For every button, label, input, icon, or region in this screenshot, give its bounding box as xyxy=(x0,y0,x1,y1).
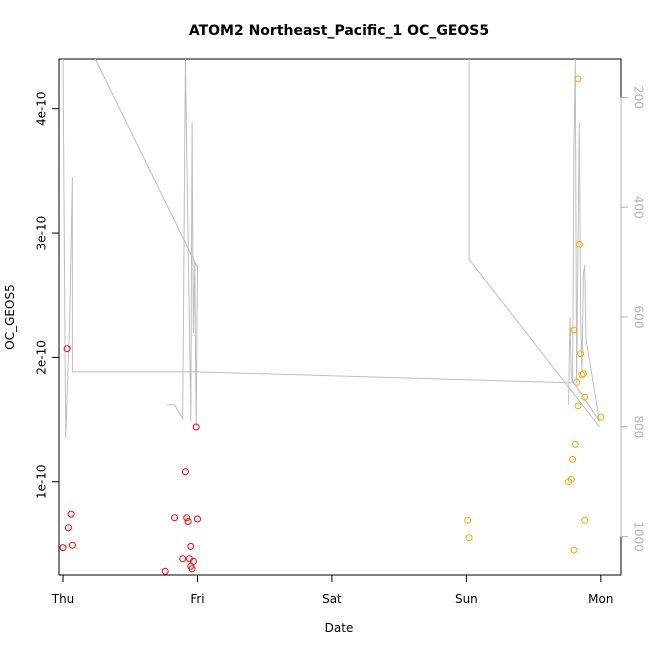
x-tick-label: Mon xyxy=(588,592,613,606)
data-point xyxy=(570,546,578,554)
x-tick-label: Thu xyxy=(51,592,75,606)
data-point xyxy=(188,565,196,573)
data-point xyxy=(171,514,179,522)
data-point xyxy=(184,518,192,525)
right-axis: 200 400 600 800 1000 xyxy=(620,86,646,552)
data-point xyxy=(569,455,577,463)
data-point xyxy=(464,516,472,524)
x-tick-label: Sat xyxy=(322,592,342,606)
x-axis: Thu Fri Sat Sun Mon xyxy=(51,574,613,606)
data-point xyxy=(63,345,71,353)
data-point xyxy=(59,544,67,552)
y-axis-label: OC_GEOS5 xyxy=(3,284,17,349)
right-tick-label: 600 xyxy=(632,306,646,329)
data-point xyxy=(574,402,582,410)
data-point xyxy=(181,468,189,476)
chart-title: ATOM2 Northeast_Pacific_1 OC_GEOS5 xyxy=(189,23,489,39)
data-point xyxy=(597,413,605,421)
y-tick-label: 4e-10 xyxy=(35,91,49,126)
data-point xyxy=(571,440,579,448)
y-tick-label: 1e-10 xyxy=(35,464,49,499)
data-point xyxy=(573,378,581,386)
y-axis: 1e-10 2e-10 3e-10 4e-10 xyxy=(35,91,60,499)
data-point xyxy=(183,514,191,522)
plot-frame xyxy=(58,58,622,576)
y-tick-label: 3e-10 xyxy=(35,216,49,251)
right-tick-label: 800 xyxy=(632,415,646,438)
data-point xyxy=(574,75,582,83)
x-tick-label: Fri xyxy=(190,592,204,606)
x-tick-label: Sun xyxy=(455,592,478,606)
x-axis-label: Date xyxy=(325,621,354,635)
data-point xyxy=(465,534,473,542)
data-point xyxy=(577,350,585,358)
data-point xyxy=(578,371,586,379)
data-points xyxy=(59,75,605,575)
data-point xyxy=(567,475,575,483)
data-point xyxy=(64,524,72,532)
data-point xyxy=(68,541,76,549)
right-tick-label: 400 xyxy=(632,196,646,219)
right-tick-label: 1000 xyxy=(632,521,646,552)
altitude-line xyxy=(166,58,198,427)
data-point xyxy=(575,240,583,248)
data-point xyxy=(579,370,587,378)
data-point xyxy=(194,515,201,523)
altitude-line xyxy=(568,58,600,422)
data-point xyxy=(192,423,200,431)
data-point xyxy=(581,393,589,401)
altitude-lines xyxy=(62,58,600,438)
data-point xyxy=(179,555,187,563)
data-point xyxy=(187,542,195,550)
data-point xyxy=(581,516,589,524)
data-point xyxy=(67,510,75,518)
altitude-line xyxy=(468,59,600,428)
data-point xyxy=(570,326,578,334)
right-tick-label: 200 xyxy=(632,86,646,109)
data-point xyxy=(189,557,197,565)
altitude-line xyxy=(62,58,600,438)
data-point xyxy=(161,567,169,575)
y-tick-label: 2e-10 xyxy=(35,340,49,375)
altitude-line xyxy=(94,58,198,268)
